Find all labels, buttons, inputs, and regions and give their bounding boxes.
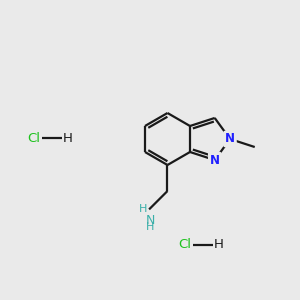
Text: H: H <box>146 222 154 233</box>
Text: Cl: Cl <box>178 238 191 251</box>
Text: H: H <box>214 238 224 251</box>
Text: N: N <box>225 133 235 146</box>
Text: N: N <box>146 214 155 227</box>
Text: N: N <box>210 154 220 166</box>
Text: H: H <box>139 204 147 214</box>
Text: Cl: Cl <box>28 131 40 145</box>
Text: H: H <box>63 131 73 145</box>
